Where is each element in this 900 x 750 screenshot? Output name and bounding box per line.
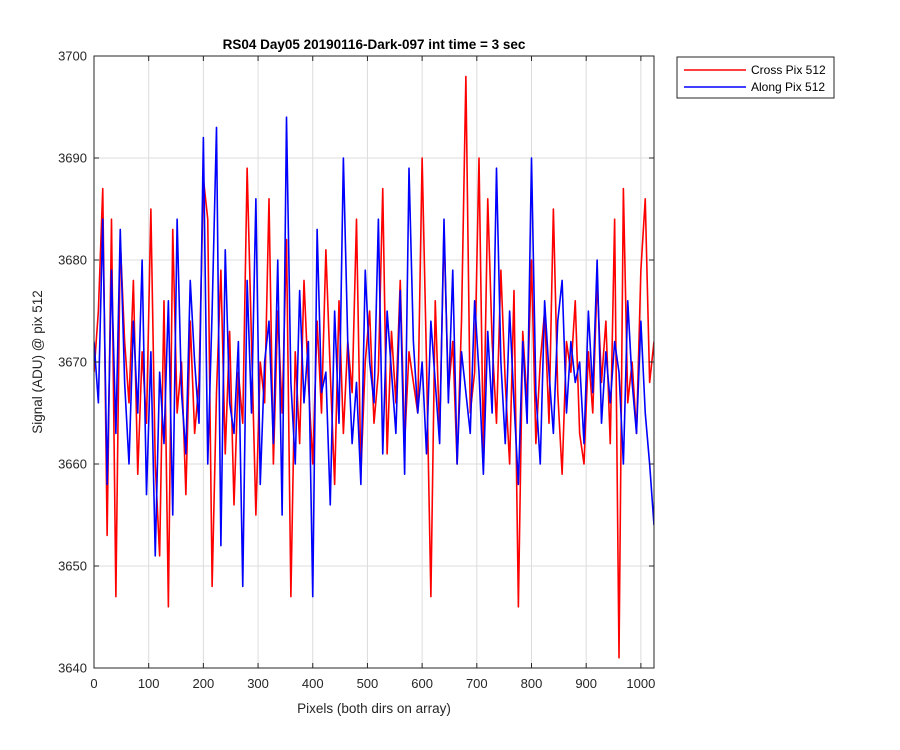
chart-title: RS04 Day05 20190116-Dark-097 int time = …: [223, 37, 526, 52]
x-tick-label: 400: [302, 676, 324, 691]
series-line-cross-pix-512: [94, 75, 654, 659]
ticks: 0 100 200 300 400 500 600 700 800 900 1000 3640 3650…: [58, 49, 655, 692]
y-tick-label: 3680: [58, 253, 87, 268]
y-tick-label: 3660: [58, 457, 87, 472]
series-line-along-pix-512: [94, 116, 654, 598]
y-tick-label: 3700: [58, 49, 87, 64]
legend-label-cross-pix-512: Cross Pix 512: [751, 63, 826, 77]
x-tick-label: 900: [575, 676, 597, 691]
legend-label-along-pix-512: Along Pix 512: [751, 80, 825, 94]
x-tick-label: 100: [138, 676, 160, 691]
x-tick-label: 300: [247, 676, 269, 691]
x-axis-label: Pixels (both dirs on array): [297, 701, 451, 716]
y-tick-label: 3650: [58, 559, 87, 574]
series-layer: [94, 75, 654, 659]
x-tick-label: 0: [90, 676, 97, 691]
x-tick-label: 1000: [626, 676, 655, 691]
y-tick-label: 3640: [58, 661, 87, 676]
x-tick-label: 600: [411, 676, 433, 691]
x-tick-label: 500: [357, 676, 379, 691]
y-axis-label: Signal (ADU) @ pix 512: [30, 290, 45, 434]
y-tick-label: 3690: [58, 151, 87, 166]
x-tick-label: 700: [466, 676, 488, 691]
legend-box: [676, 56, 835, 99]
x-tick-label: 200: [193, 676, 215, 691]
x-tick-label: 800: [521, 676, 543, 691]
legend: Cross Pix 512 Along Pix 512: [676, 56, 835, 99]
y-tick-label: 3670: [58, 355, 87, 370]
